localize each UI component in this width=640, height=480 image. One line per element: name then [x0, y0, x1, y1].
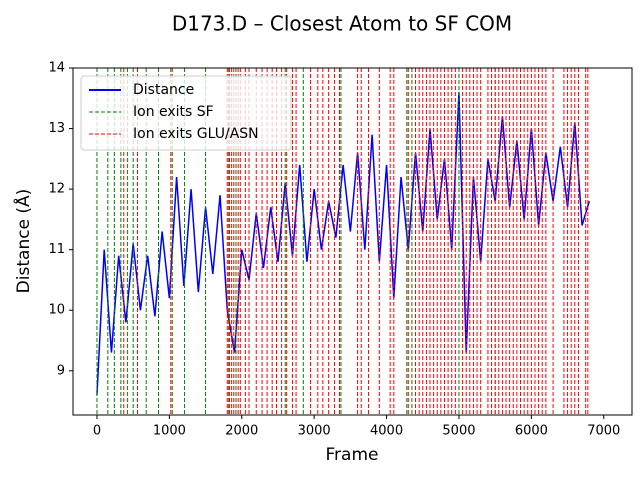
x-tick-label: 2000: [225, 424, 258, 439]
y-tick-label: 13: [48, 121, 65, 136]
y-tick-label: 11: [48, 242, 65, 257]
x-tick-label: 0: [93, 424, 101, 439]
y-axis-label: Distance (Å): [12, 189, 34, 294]
legend-label: Ion exits SF: [133, 104, 214, 120]
data-line: [96, 92, 591, 396]
y-tick-label: 9: [57, 363, 65, 378]
x-axis-label: Frame: [326, 445, 379, 465]
x-tick-label: 4000: [370, 424, 403, 439]
y-tick-label: 10: [48, 303, 65, 318]
plot-frame: [72, 67, 633, 416]
chart-title: D173.D – Closest Atom to SF COM: [172, 12, 512, 36]
legend-label: Distance: [133, 82, 194, 98]
y-tick-label: 14: [48, 61, 65, 76]
legend-label: Ion exits GLU/ASN: [133, 126, 259, 142]
x-tick-label: 1000: [153, 424, 186, 439]
x-tick-label: 3000: [298, 424, 331, 439]
legend-box: [80, 75, 292, 151]
x-tick-label: 7000: [587, 424, 620, 439]
y-tick-label: 12: [48, 182, 65, 197]
x-tick-label: 6000: [515, 424, 548, 439]
legend: Distance Ion exits SF Ion exits GLU/ASN: [80, 75, 292, 151]
x-tick-label: 5000: [442, 424, 475, 439]
